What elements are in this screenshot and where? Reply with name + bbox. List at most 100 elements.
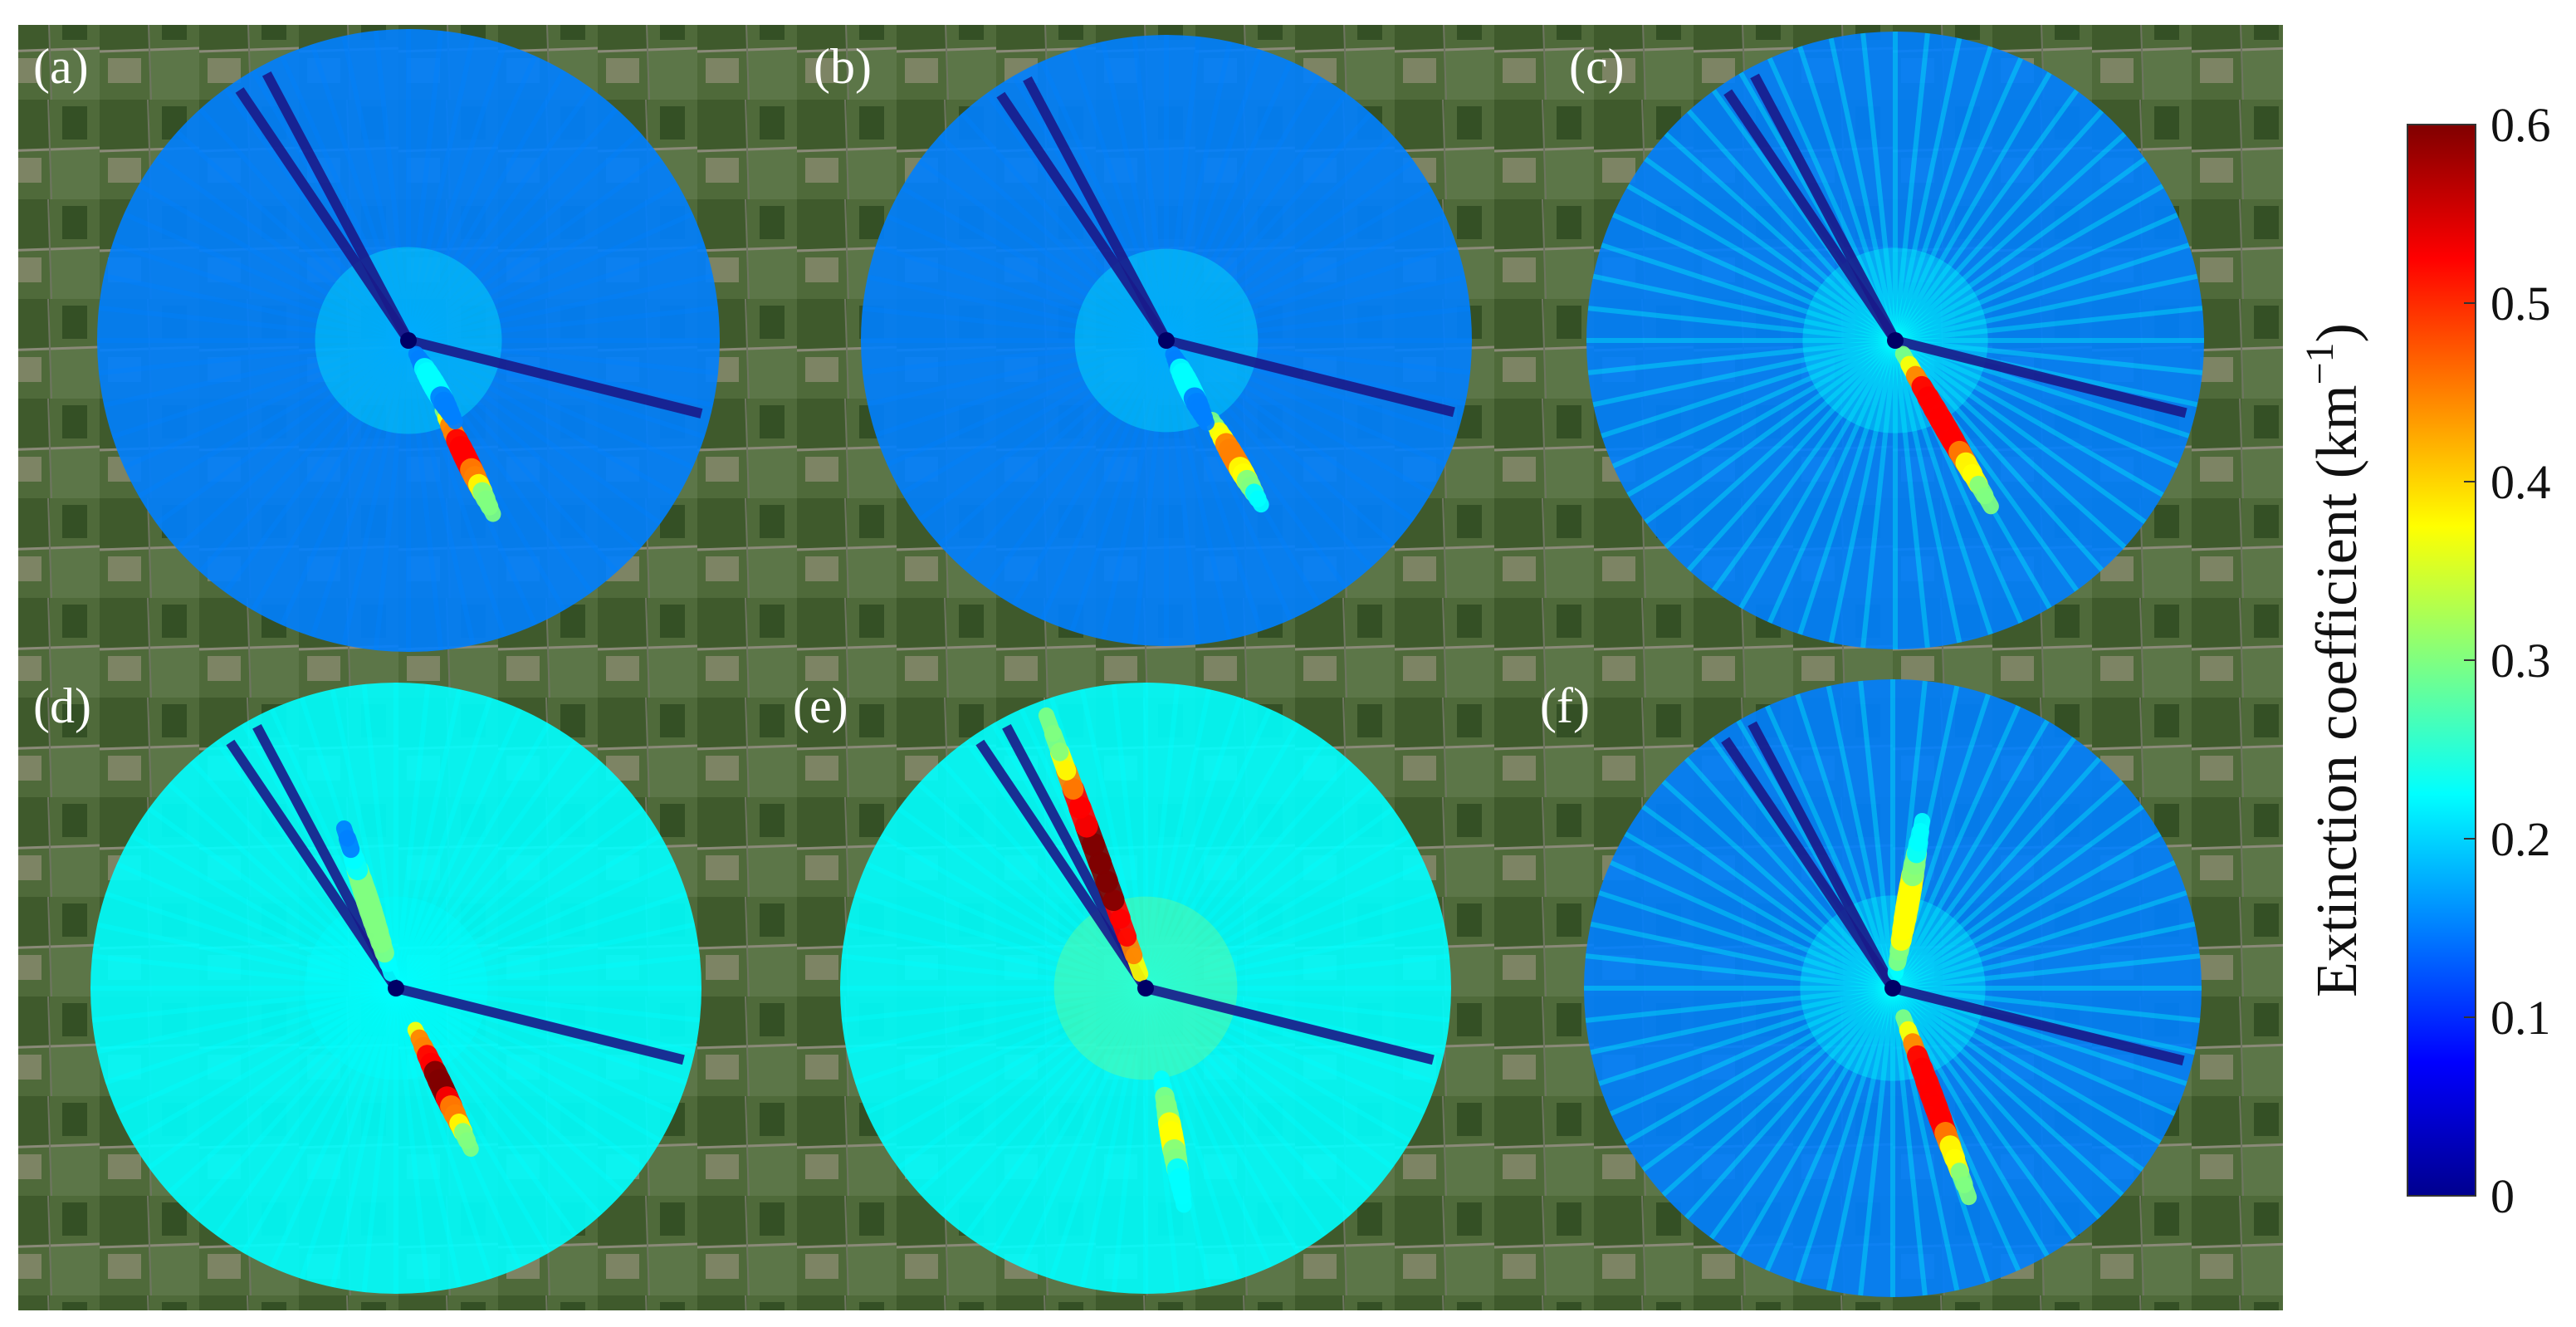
scan-ray (1100, 340, 1169, 640)
scan-ray (1598, 986, 1894, 1086)
plume-segment (444, 409, 463, 429)
scan-ray (241, 987, 398, 1255)
scan-ray (406, 30, 444, 341)
scan-ray (1624, 831, 1894, 991)
scan-ray (393, 708, 523, 990)
plume-segment (335, 820, 356, 847)
scan-ray (1893, 131, 2127, 343)
scan-ray (1890, 987, 1928, 1296)
scan-ray (1890, 986, 2124, 1197)
scan-ray (98, 305, 409, 343)
scan-ray (408, 305, 719, 343)
scan-ray (406, 107, 619, 343)
blocked-beam (1891, 983, 2185, 1066)
scan-ray (1609, 859, 1894, 991)
scan-ray (1144, 861, 1426, 991)
scan-ray (130, 833, 398, 991)
scan-ray (1166, 274, 1466, 343)
scan-ray (105, 891, 397, 991)
scan-ray (964, 987, 1148, 1237)
scan-ray (1144, 986, 1412, 1143)
colorbar-tick-label: 0.4 (2490, 455, 2551, 509)
panel-label: (d) (33, 678, 91, 733)
blocked-beam (1747, 721, 1898, 991)
scan-ray (1893, 71, 2052, 342)
scan-ray (407, 182, 680, 343)
scan-ray (854, 891, 1146, 991)
scan-ray (1143, 987, 1327, 1237)
scan-ray (1164, 134, 1396, 343)
scan-ray (900, 338, 1168, 496)
blocked-beam (1023, 76, 1171, 343)
scan-ray (879, 833, 1147, 991)
scan-ray (1111, 987, 1148, 1293)
colorbar-title-close: ) (2305, 323, 2369, 342)
scan-ray (1893, 340, 1963, 644)
scan-ray (373, 340, 411, 651)
scan-ray (147, 986, 398, 1170)
scan-ray (1890, 719, 2050, 990)
scan-ray (1684, 986, 1895, 1220)
scan-ray (407, 155, 662, 343)
scan-ray (115, 986, 398, 1115)
lidar-site-marker (400, 332, 417, 349)
scan-ray (1601, 338, 1896, 438)
scan-ray (1893, 32, 1930, 341)
scan-ray (939, 986, 1148, 1217)
scan-ray (1644, 338, 1897, 525)
scan-ray (1069, 340, 1169, 632)
panel-d: (d) (33, 678, 701, 1294)
scan-ray (111, 338, 409, 439)
scan-ray (1891, 986, 2177, 1117)
scan-ray (1166, 306, 1471, 343)
lidar-site-marker (388, 980, 404, 996)
scan-ray (393, 987, 578, 1237)
scan-ray (1165, 338, 1433, 496)
scan-ray (1893, 338, 2104, 572)
scan-ray (393, 781, 625, 991)
blocked-beam (1144, 983, 1435, 1065)
scan-ray (1828, 340, 1898, 644)
scan-ray (406, 35, 476, 341)
scan-ray (154, 338, 410, 526)
scan-ray (1860, 340, 1898, 649)
lidar-site-marker (1137, 980, 1154, 996)
scan-ray (1893, 340, 1930, 649)
scan-ray (1686, 109, 1898, 343)
scan-ray (1164, 49, 1264, 341)
scan-ray (917, 338, 1168, 522)
scan-ray (310, 340, 411, 638)
colorbar-tick-label: 0.2 (2490, 812, 2551, 866)
scan-ray (1143, 759, 1352, 991)
scan-ray (1164, 338, 1396, 547)
scan-ray (137, 338, 410, 499)
scan-ray (1590, 921, 1894, 991)
scan-ray (960, 338, 1169, 570)
scan-ray (1011, 339, 1169, 607)
scan-ray (394, 986, 662, 1143)
scan-ray (875, 243, 1167, 343)
scan-ray (330, 987, 398, 1288)
scan-ray (407, 338, 662, 526)
scan-ray (1894, 212, 2179, 343)
panel-e: (e) (793, 678, 1451, 1294)
scan-ray (393, 739, 578, 990)
scan-ray (1598, 890, 1894, 991)
colorbar-tick-label: 0.1 (2490, 991, 2551, 1045)
scan-ray (1764, 987, 1895, 1272)
scan-ray (406, 338, 642, 551)
colorbar-tick-label: 0.3 (2490, 634, 2551, 688)
scan-ray (1143, 986, 1375, 1195)
blocked-beam (1165, 335, 1455, 418)
colorbar: 0 0.1 0.2 0.3 0.4 0.5 0.6 Extinction coefficie… (2298, 98, 2551, 1223)
scan-ray (1165, 185, 1433, 343)
scan-ray (189, 986, 398, 1217)
lidar-site-marker (1158, 332, 1175, 349)
scan-ray (406, 86, 594, 342)
colorbar-title: Extinction coefficient (km−1) (2298, 323, 2369, 997)
panel-a: (a) (33, 29, 720, 652)
scan-ray (1132, 36, 1169, 341)
scan-ray (862, 338, 1167, 375)
scan-ray (1858, 987, 1895, 1296)
